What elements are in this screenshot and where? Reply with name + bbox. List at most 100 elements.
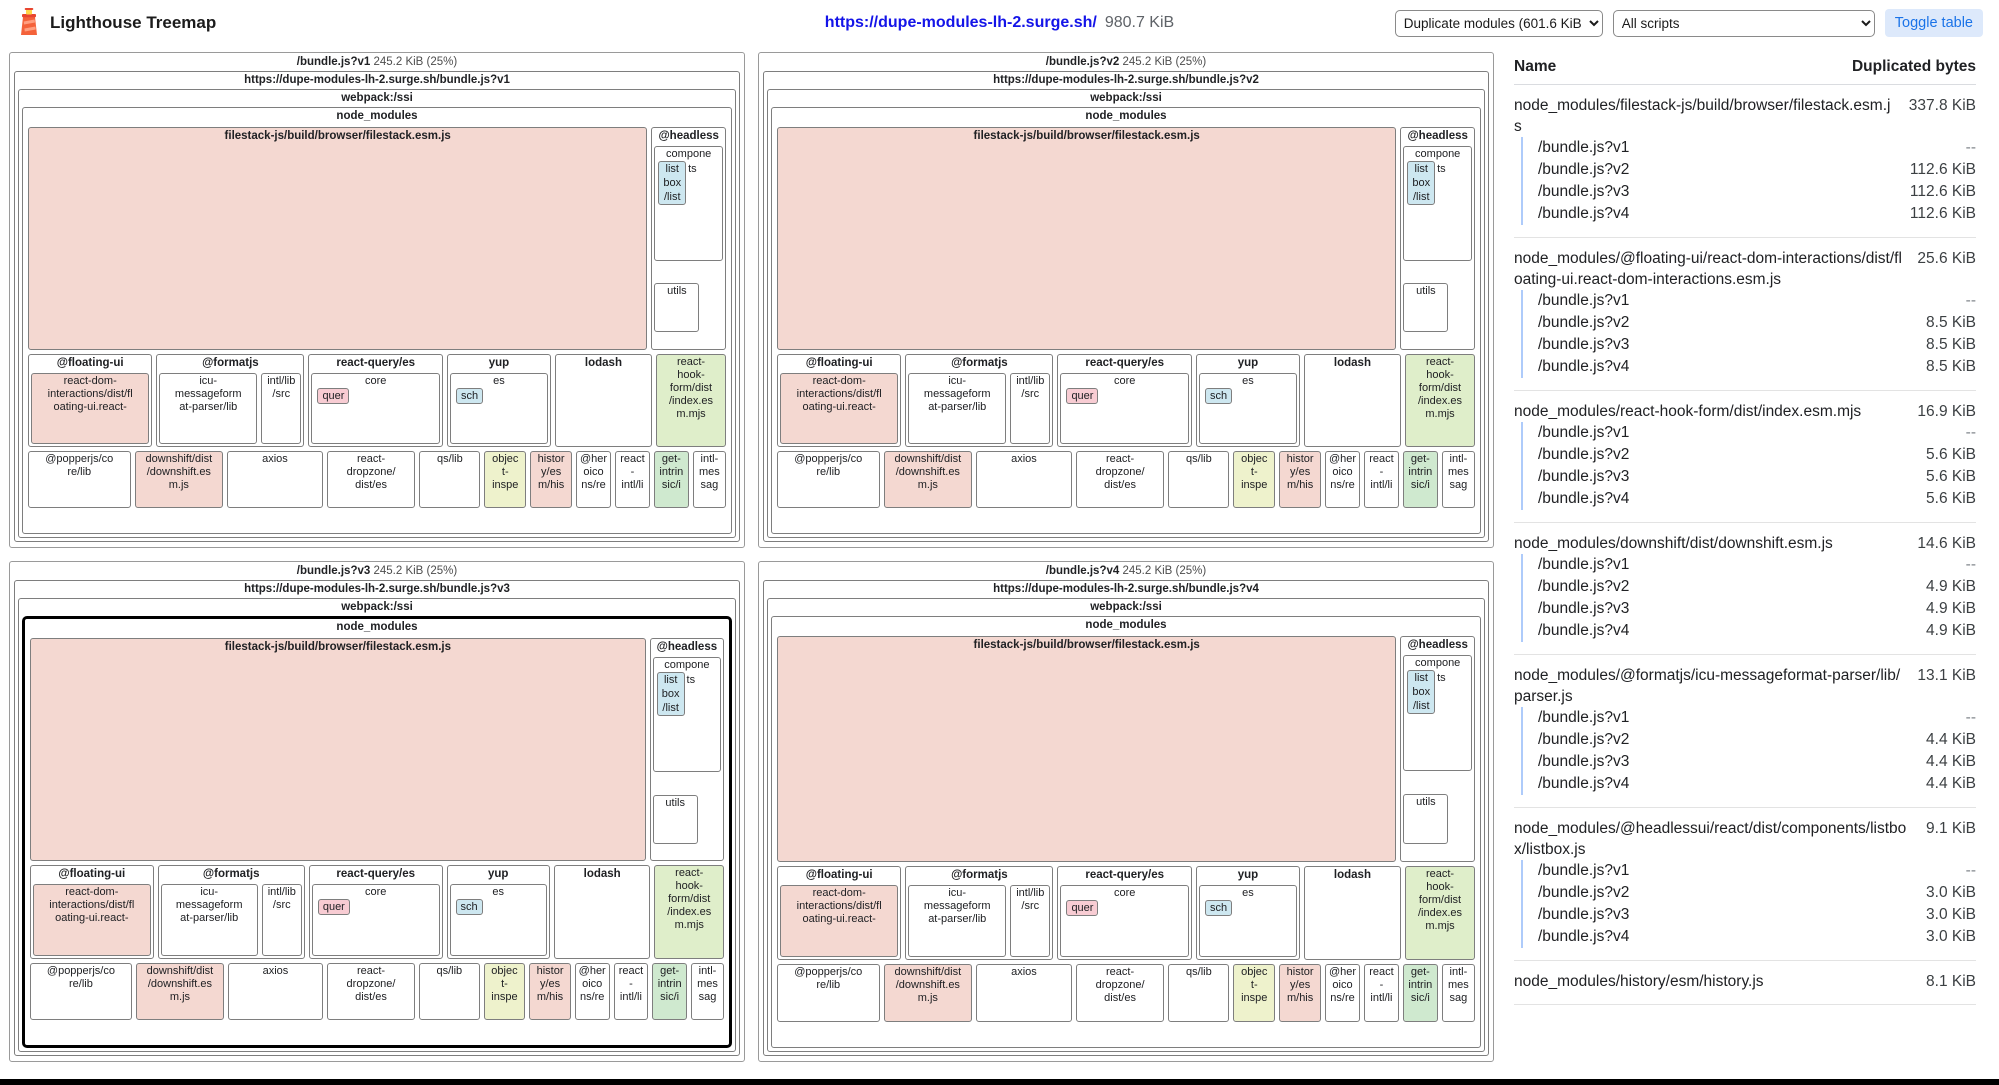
treemap-node[interactable]: @popperjs/co re/lib (777, 964, 880, 1022)
treemap-node[interactable]: downshift/dist /downshift.es m.js (883, 451, 973, 508)
toggle-table-button[interactable]: Toggle table (1884, 9, 1983, 37)
treemap-node[interactable]: axios (976, 964, 1072, 1022)
treemap-node[interactable]: utils (1403, 794, 1449, 845)
treemap-node[interactable]: react- dropzone/ dist/es (1075, 964, 1165, 1022)
treemap-node[interactable]: filestack-js/build/browser/filestack.esm… (28, 127, 648, 350)
treemap-node[interactable]: histor y/es m/his (530, 451, 573, 508)
treemap-node[interactable]: get- intrin sic/i (1402, 451, 1438, 508)
treemap-panel--bundle-js-v1[interactable]: /bundle.js?v1 245.2 KiB (25%) https://dup… (9, 52, 745, 548)
treemap-node[interactable]: sch (1204, 899, 1233, 916)
treemap-node[interactable]: core quer (1060, 884, 1189, 957)
treemap-node[interactable]: downshift/dist /downshift.es m.js (134, 451, 224, 508)
treemap-node[interactable]: @headless compone list box /list ts utils (1400, 636, 1475, 862)
treemap-node[interactable]: yup es sch (1195, 865, 1300, 960)
treemap-url-node[interactable]: https://dupe-modules-lh-2.surge.sh/bundl… (14, 71, 740, 542)
treemap-node[interactable]: react- dropzone/ dist/es (326, 962, 416, 1020)
treemap-node[interactable]: sch (455, 387, 484, 404)
treemap-node[interactable]: qs/lib (419, 962, 480, 1020)
treemap-node[interactable]: axios (227, 451, 323, 508)
treemap-node[interactable]: @formatjs icu- messageform at-parser/lib i… (905, 865, 1054, 960)
treemap-node[interactable]: objec t- inspe (1233, 451, 1276, 508)
treemap-node[interactable]: icu- messageform at-parser/lib (908, 372, 1007, 444)
treemap-node[interactable]: intl/lib /src (1010, 884, 1051, 957)
treemap-node[interactable]: compone list box /list ts (1403, 655, 1472, 772)
treemap-node[interactable]: objec t- inspe (1233, 964, 1276, 1022)
treemap-node[interactable]: react- hook- form/dist /index.es m.mjs (656, 353, 726, 447)
treemap-node[interactable]: qs/lib (1168, 964, 1230, 1022)
treemap-node[interactable]: react-query/es core quer (1057, 865, 1192, 960)
treemap-node[interactable]: quer (1066, 899, 1099, 916)
treemap-node[interactable]: core quer (1060, 372, 1189, 444)
treemap-node[interactable]: @formatjs icu- messageform at-parser/lib i… (156, 353, 305, 447)
treemap-url-node[interactable]: https://dupe-modules-lh-2.surge.sh/bundl… (14, 580, 740, 1056)
treemap-node-modules-node[interactable]: node_modules filestack-js/build/browser/f… (22, 107, 732, 534)
treemap-node[interactable]: get- intrin sic/i (653, 451, 689, 508)
treemap-node[interactable]: @her oico ns/re (1325, 451, 1360, 508)
treemap-url-node[interactable]: https://dupe-modules-lh-2.surge.sh/bundl… (763, 580, 1489, 1056)
treemap-node[interactable]: @formatjs icu- messageform at-parser/lib i… (157, 865, 305, 959)
treemap-node[interactable]: @popperjs/co re/lib (777, 451, 880, 508)
treemap-node[interactable]: @floating-ui react-dom- interactions/dist… (28, 353, 153, 447)
treemap-node[interactable]: objec t- inspe (484, 451, 527, 508)
treemap-webpack-node[interactable]: webpack:/ssi node_modules filestack-js/bui… (767, 598, 1485, 1052)
treemap-node[interactable]: es sch (449, 372, 548, 444)
treemap-node[interactable]: es sch (1198, 884, 1297, 957)
treemap-node[interactable]: @her oico ns/re (1325, 964, 1360, 1022)
treemap-node[interactable]: @her oico ns/re (574, 962, 610, 1020)
treemap-node[interactable]: intl- mes sag (1441, 964, 1475, 1022)
treemap-node[interactable]: react - intl/li (614, 451, 650, 508)
treemap-node[interactable]: sch (455, 899, 483, 916)
treemap-webpack-node[interactable]: webpack:/ssi node_modules filestack-js/bui… (18, 598, 736, 1052)
treemap-node[interactable]: react-query/es core quer (1057, 353, 1192, 447)
treemap-node[interactable]: react-dom- interactions/dist/fl oating-u… (33, 884, 151, 956)
treemap-node[interactable]: @headless compone list box /list ts utils (1400, 127, 1475, 350)
treemap-node[interactable]: react - intl/li (1363, 964, 1399, 1022)
treemap-node[interactable]: react-dom- interactions/dist/fl oating-u… (31, 372, 150, 444)
treemap-webpack-node[interactable]: webpack:/ssi node_modules filestack-js/bui… (18, 89, 736, 538)
treemap-node[interactable]: axios (227, 962, 323, 1020)
treemap-node[interactable]: lodash (553, 865, 651, 959)
script-select[interactable]: All scripts (1612, 9, 1875, 37)
treemap-node[interactable]: core quer (311, 884, 440, 956)
treemap-node[interactable]: react-dom- interactions/dist/fl oating-u… (780, 372, 899, 444)
treemap-node[interactable]: react - intl/li (1363, 451, 1399, 508)
treemap-node[interactable]: yup es sch (446, 865, 550, 959)
treemap-node[interactable]: qs/lib (419, 451, 481, 508)
treemap-node-modules-node[interactable]: node_modules filestack-js/build/browser/f… (22, 616, 732, 1048)
treemap-node[interactable]: react-query/es core quer (308, 865, 443, 959)
treemap-node[interactable]: intl/lib /src (261, 884, 302, 956)
treemap-node[interactable]: qs/lib (1168, 451, 1230, 508)
treemap-node[interactable]: compone list box /list ts (654, 146, 723, 261)
treemap-node[interactable]: get- intrin sic/i (652, 962, 687, 1020)
treemap-node[interactable]: lodash (1303, 865, 1402, 960)
treemap-node[interactable]: intl- mes sag (692, 451, 726, 508)
treemap-node[interactable]: yup es sch (446, 353, 551, 447)
treemap-node[interactable]: @her oico ns/re (576, 451, 611, 508)
treemap-node[interactable]: react- hook- form/dist /index.es m.mjs (654, 865, 724, 959)
treemap-node[interactable]: get- intrin sic/i (1402, 964, 1438, 1022)
treemap-node[interactable]: @floating-ui react-dom- interactions/dist… (777, 353, 902, 447)
treemap-node[interactable]: intl/lib /src (261, 372, 302, 444)
treemap-node[interactable]: @popperjs/co re/lib (28, 451, 131, 508)
treemap-node[interactable]: react- hook- form/dist /index.es m.mjs (1405, 865, 1475, 960)
treemap-node[interactable]: @floating-ui react-dom- interactions/dist… (777, 865, 902, 960)
treemap-node[interactable]: react-query/es core quer (308, 353, 443, 447)
treemap-node-modules-node[interactable]: node_modules filestack-js/build/browser/f… (771, 616, 1481, 1048)
treemap-node[interactable]: @headless compone list box /list ts utils (651, 127, 726, 350)
treemap-node[interactable]: react-dom- interactions/dist/fl oating-u… (780, 884, 899, 957)
treemap-node[interactable]: filestack-js/build/browser/filestack.esm… (30, 638, 646, 862)
treemap-node[interactable]: intl- mes sag (1441, 451, 1475, 508)
treemap-node[interactable]: icu- messageform at-parser/lib (908, 884, 1007, 957)
treemap-node[interactable]: axios (976, 451, 1072, 508)
treemap-node[interactable]: @popperjs/co re/lib (30, 962, 132, 1020)
treemap-node[interactable]: es sch (449, 884, 547, 956)
treemap-node[interactable]: icu- messageform at-parser/lib (159, 372, 258, 444)
treemap-node[interactable]: downshift/dist /downshift.es m.js (883, 964, 973, 1022)
treemap-node[interactable]: list box /list (1407, 670, 1436, 714)
treemap-panel--bundle-js-v3[interactable]: /bundle.js?v3 245.2 KiB (25%) https://dup… (9, 561, 745, 1062)
treemap-node[interactable]: intl/lib /src (1010, 372, 1051, 444)
treemap-node[interactable]: @floating-ui react-dom- interactions/dist… (30, 865, 154, 959)
treemap-node[interactable]: compone list box /list ts (652, 657, 721, 773)
treemap-node-modules-node[interactable]: node_modules filestack-js/build/browser/f… (771, 107, 1481, 534)
treemap-node[interactable]: intl- mes sag (691, 962, 724, 1020)
